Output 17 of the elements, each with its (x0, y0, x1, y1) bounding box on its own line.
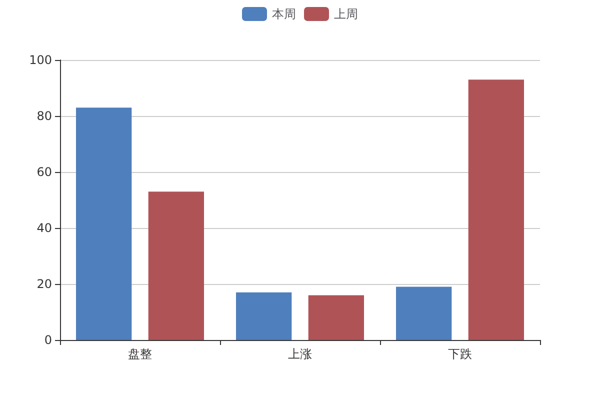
legend-label: 本周 (272, 7, 296, 21)
bar (236, 292, 292, 340)
y-tick-label: 0 (44, 333, 52, 347)
bar (396, 286, 452, 340)
x-tick-label: 盘整 (128, 347, 152, 361)
bar (76, 108, 132, 340)
y-tick-label: 60 (36, 165, 52, 179)
x-tick-label: 上涨 (288, 347, 312, 361)
legend-label: 上周 (334, 7, 358, 21)
y-tick-label: 80 (36, 109, 52, 123)
bar (468, 80, 524, 340)
x-tick-label: 下跌 (448, 347, 472, 361)
y-tick-label: 100 (29, 53, 52, 67)
y-tick-label: 20 (36, 277, 52, 291)
y-tick-label: 40 (36, 221, 52, 235)
bar (308, 295, 364, 340)
bar (148, 192, 204, 340)
